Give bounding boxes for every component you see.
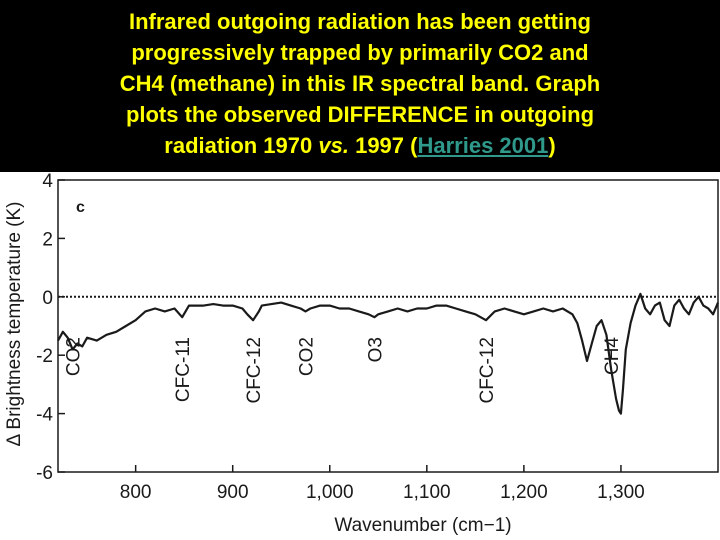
y-tick-label: -4: [36, 405, 53, 426]
y-axis-title-group: Δ Brightness temperature (K): [4, 201, 25, 446]
x-tick-label: 800: [120, 482, 152, 503]
y-tick-label: 0: [42, 288, 53, 309]
x-tick-label: 1,000: [306, 482, 354, 503]
y-tick-label: -6: [36, 463, 53, 484]
headline-line-5-pre: radiation 1970: [164, 133, 319, 158]
panel-label: c: [76, 199, 85, 216]
x-tick-label: 1,200: [500, 482, 548, 503]
gas-annotation: CFC-12: [244, 337, 265, 404]
y-axis-title: Δ Brightness temperature (K): [4, 201, 25, 446]
headline-line-5: radiation 1970 vs. 1997 (Harries 2001): [18, 130, 702, 161]
plot-frame: [57, 179, 719, 473]
y-tick-label: 2: [42, 229, 53, 250]
gas-annotation: CH4: [602, 337, 623, 375]
y-tick-labels: 4 2 0 -2 -4 -6: [36, 172, 53, 484]
gas-annotation: CFC-11: [173, 337, 194, 402]
gas-annotation: CFC-12: [477, 337, 498, 404]
x-tick-label: 900: [217, 482, 249, 503]
y-tick-label: -2: [36, 346, 53, 367]
headline-line-2: progressively trapped by primarily CO2 a…: [131, 40, 589, 65]
slide-headline: Infrared outgoing radiation has been get…: [0, 0, 720, 178]
x-tick-labels: 800 900 1,000 1,100 1,200 1,300: [120, 482, 645, 503]
tick-marks: [58, 179, 622, 473]
gas-annotation: O3: [365, 337, 386, 362]
gas-annotations: CO2 CFC-11 CFC-12 CO2 O3 CFC-12 CH4: [64, 337, 624, 404]
x-tick-label: 1,100: [403, 482, 451, 503]
headline-line-5-post: ): [548, 133, 556, 158]
gas-annotation: CO2: [64, 337, 85, 376]
citation-link[interactable]: Harries 2001: [417, 133, 549, 158]
chart-figure: Δ Brightness temperature (K) Wavenumber …: [0, 172, 720, 540]
chart-svg: Δ Brightness temperature (K) Wavenumber …: [4, 172, 720, 536]
gas-annotation: CO2: [297, 337, 318, 376]
headline-line-1: Infrared outgoing radiation has been get…: [128, 9, 591, 34]
headline-line-3: CH4 (methane) in this IR spectral band. …: [119, 71, 601, 96]
headline-line-4: plots the observed DIFFERENCE in outgoin…: [125, 102, 595, 127]
x-tick-label: 1,300: [597, 482, 645, 503]
headline-line-5-mid: 1997 (: [348, 133, 418, 158]
x-axis-title: Wavenumber (cm−1): [334, 515, 511, 536]
series-line: [57, 292, 720, 415]
y-tick-label: 4: [42, 172, 53, 192]
headline-versus: vs.: [318, 133, 349, 158]
